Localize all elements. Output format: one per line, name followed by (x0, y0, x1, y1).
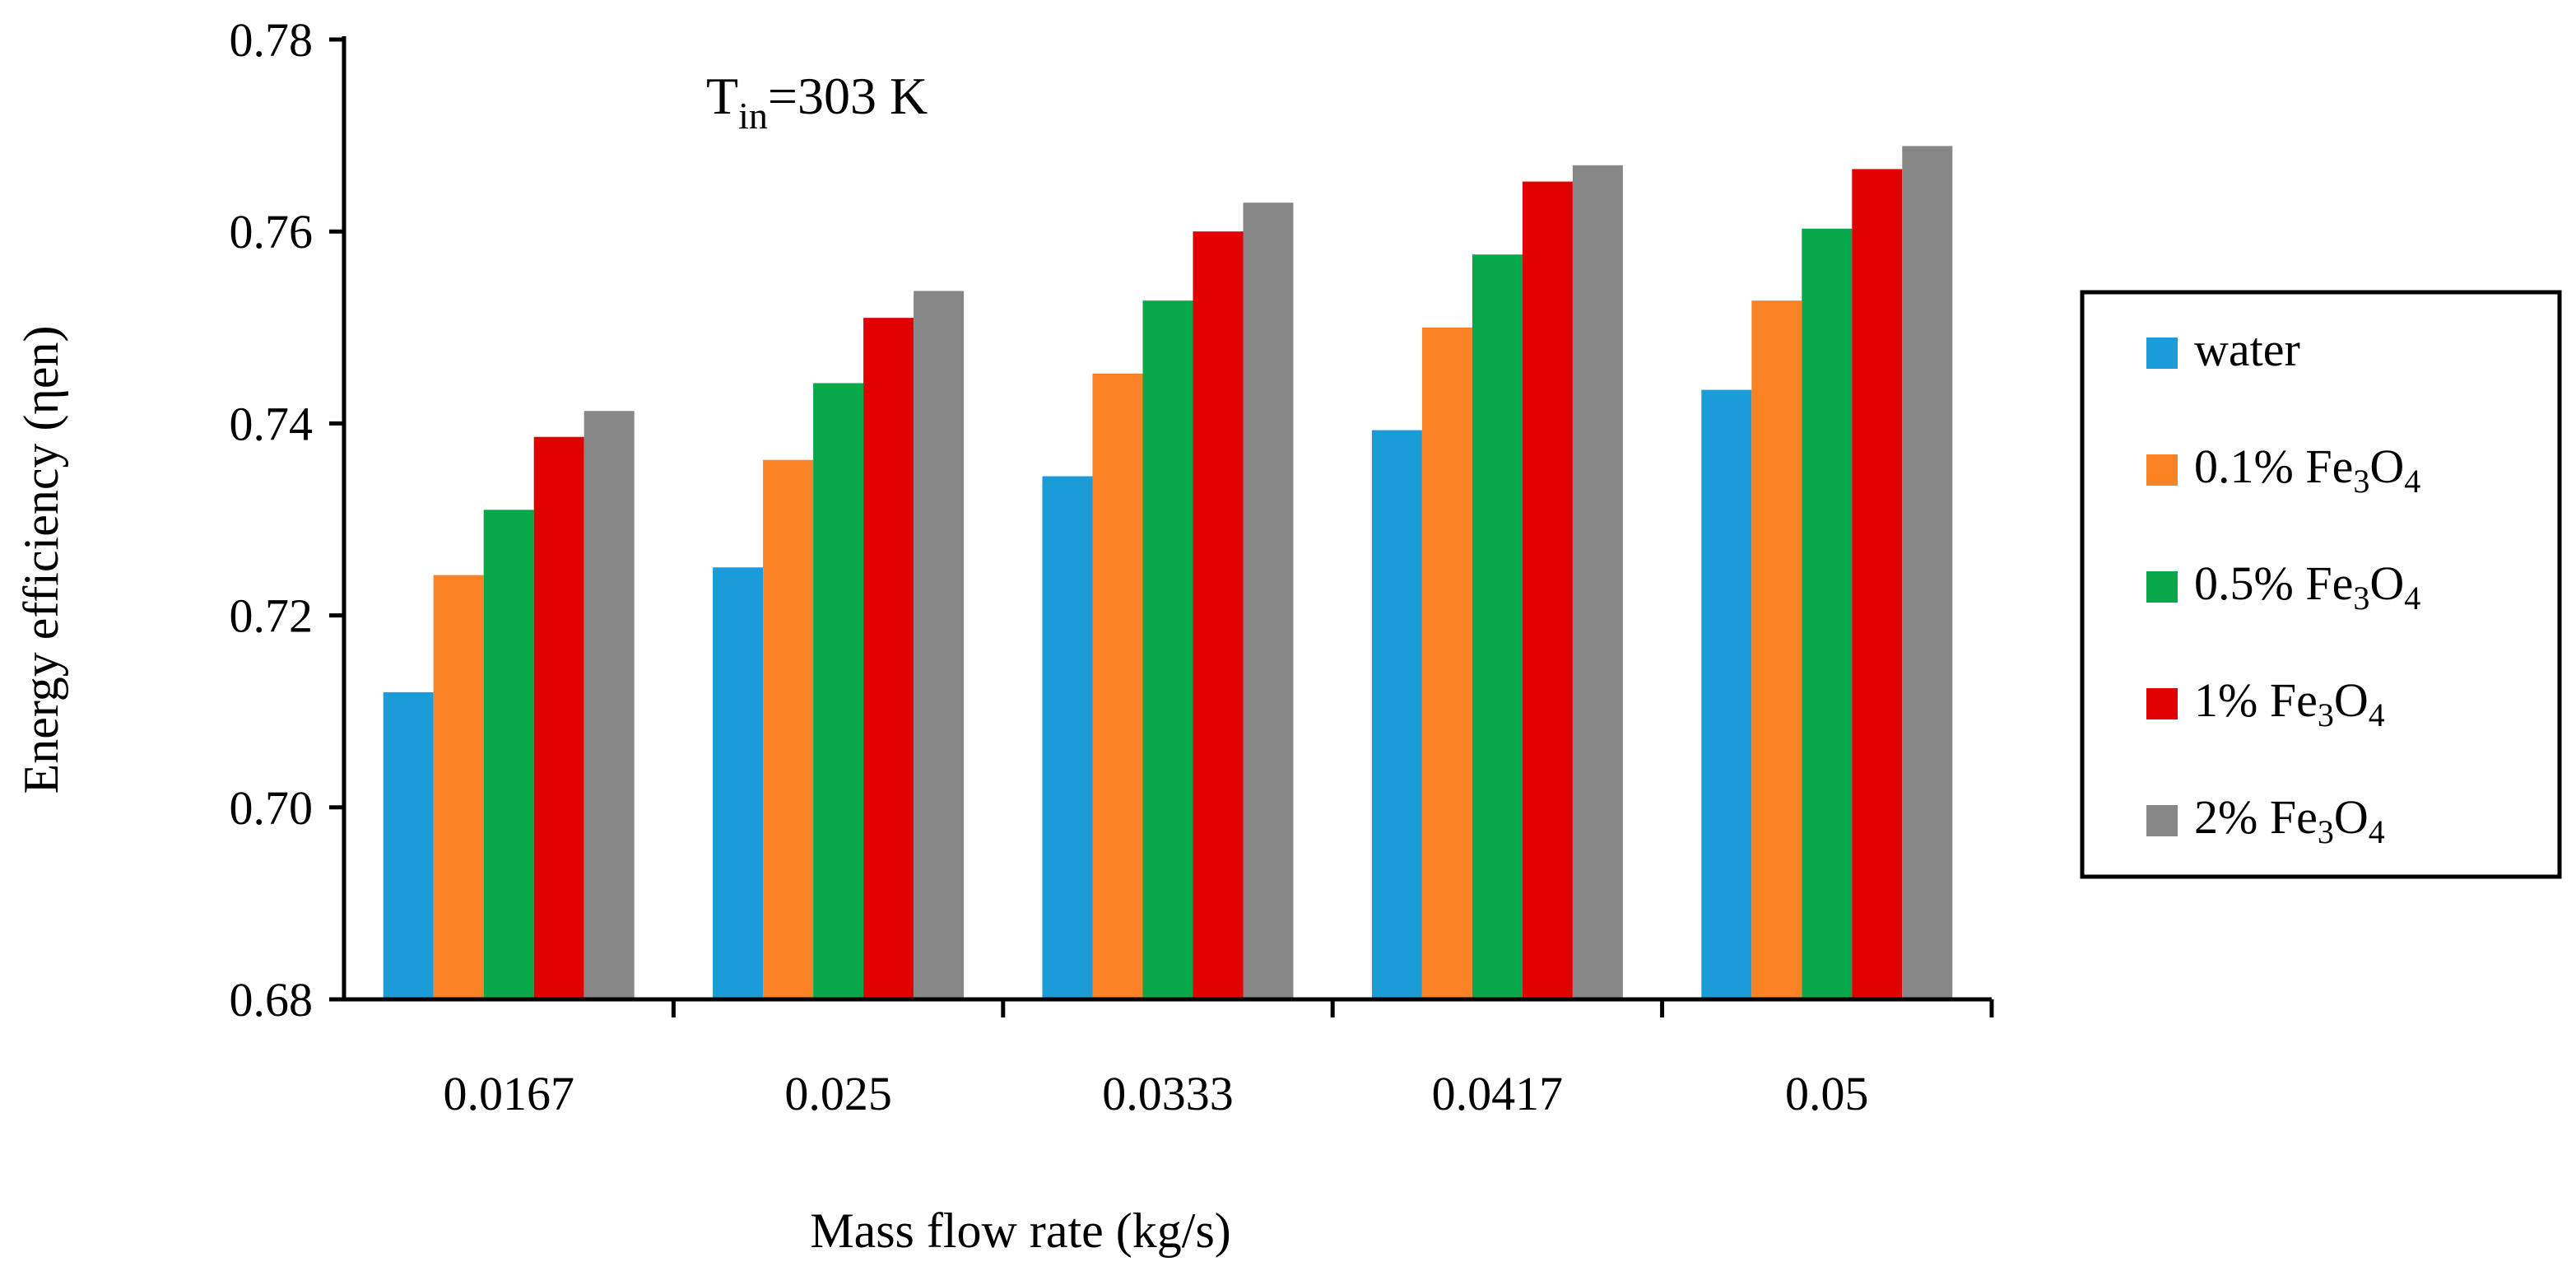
y-axis-ticks: 0.68 0.70 0.72 0.74 0.76 0.78 (230, 13, 344, 1027)
legend-label: 0.5% Fe3O4 (2194, 556, 2420, 617)
bar-water (713, 567, 764, 999)
legend-label-part: 4 (2369, 813, 2385, 850)
x-tick-label: 0.0167 (443, 1067, 574, 1120)
legend-label-part: 2% Fe (2194, 790, 2318, 844)
bar-0-1-fe3o4 (1092, 373, 1143, 999)
bar-1-fe3o4 (533, 436, 584, 999)
x-axis-ticks: 0.0167 0.025 0.0333 0.0417 0.05 (443, 999, 1994, 1120)
legend-label-part: 1% Fe (2194, 673, 2318, 727)
y-tick-label: 0.68 (230, 973, 314, 1027)
x-tick-label: 0.025 (784, 1067, 892, 1120)
legend-label-part: 3 (2353, 580, 2369, 617)
bar-0-5-fe3o4 (483, 510, 534, 999)
legend-label-part: 0.5% Fe (2194, 556, 2353, 610)
legend-label-part: 3 (2318, 696, 2334, 733)
bar-1-fe3o4 (1193, 231, 1244, 999)
y-axis-title: Energy efficiency (ηen) (14, 326, 68, 794)
legend-label: 2% Fe3O4 (2194, 790, 2385, 850)
bar-2-fe3o4 (584, 411, 635, 999)
bar-1-fe3o4 (1522, 181, 1573, 999)
x-axis-title: Mass flow rate (kg/s) (810, 1204, 1231, 1258)
y-tick-label: 0.76 (230, 205, 314, 258)
legend-label-part: O (2334, 673, 2369, 727)
bar-water (1371, 430, 1422, 999)
bar-1-fe3o4 (1852, 169, 1903, 999)
legend-swatch (2146, 454, 2178, 486)
y-tick-label: 0.78 (230, 13, 314, 67)
bar-1-fe3o4 (863, 318, 914, 999)
bar-0-1-fe3o4 (433, 575, 484, 999)
bar-0-5-fe3o4 (1802, 228, 1853, 999)
legend-swatch (2146, 338, 2178, 369)
bar-0-1-fe3o4 (1751, 300, 1802, 1000)
bars-group (383, 146, 1953, 1000)
legend-label-part: O (2334, 790, 2369, 844)
bar-water (1701, 389, 1752, 1000)
bar-water (383, 691, 434, 999)
legend-label-part: O (2369, 440, 2404, 493)
bar-2-fe3o4 (1243, 203, 1294, 1000)
legend-swatch (2146, 571, 2178, 603)
bar-0-1-fe3o4 (1421, 327, 1472, 999)
legend-label-part: 4 (2404, 580, 2420, 617)
bar-2-fe3o4 (1572, 165, 1623, 1000)
x-tick-label: 0.0333 (1102, 1067, 1234, 1120)
bar-2-fe3o4 (914, 291, 965, 999)
annotation-main: T (706, 67, 738, 125)
legend-swatch (2146, 688, 2178, 719)
bar-0-5-fe3o4 (1142, 300, 1193, 1000)
legend-label-part: 3 (2353, 463, 2369, 500)
legend-label-part: 3 (2318, 813, 2334, 850)
x-tick-label: 0.0417 (1432, 1067, 1564, 1120)
annotation-subscript: in (738, 95, 768, 137)
legend-label-part: water (2194, 323, 2300, 376)
legend-label-part: O (2369, 556, 2404, 610)
bar-0-5-fe3o4 (813, 383, 864, 1000)
bar-2-fe3o4 (1902, 146, 1953, 999)
legend-label-part: 0.1% Fe (2194, 440, 2353, 493)
bar-water (1042, 476, 1093, 999)
x-tick-label: 0.05 (1785, 1067, 1869, 1120)
y-tick-label: 0.70 (230, 781, 314, 835)
legend-label: 1% Fe3O4 (2194, 673, 2385, 733)
inlet-temperature-annotation: Tin=303 K (706, 67, 928, 137)
annotation-rest: =303 K (768, 67, 928, 125)
y-tick-label: 0.72 (230, 589, 314, 643)
bar-0-1-fe3o4 (763, 459, 814, 999)
legend-label: water (2194, 323, 2300, 376)
legend-swatch (2146, 805, 2178, 836)
legend-label: 0.1% Fe3O4 (2194, 440, 2420, 500)
legend-label-part: 4 (2404, 463, 2420, 500)
y-tick-label: 0.74 (230, 397, 314, 450)
bar-0-5-fe3o4 (1472, 254, 1523, 1000)
legend-label-part: 4 (2369, 696, 2385, 733)
